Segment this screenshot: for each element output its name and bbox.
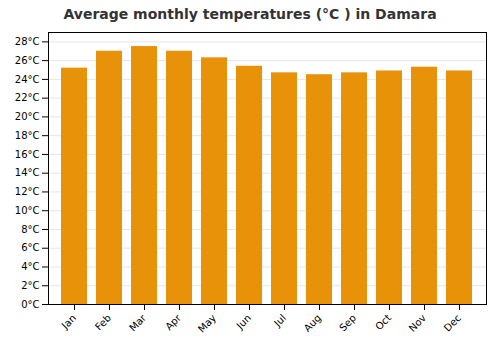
svg-text:Nov: Nov bbox=[407, 312, 429, 334]
svg-text:26°C: 26°C bbox=[15, 55, 40, 66]
svg-text:Jun: Jun bbox=[234, 312, 254, 332]
svg-text:Sep: Sep bbox=[337, 312, 358, 333]
svg-text:Mar: Mar bbox=[127, 312, 149, 334]
svg-text:Jan: Jan bbox=[59, 312, 78, 331]
svg-text:0°C: 0°C bbox=[21, 299, 39, 310]
svg-text:4°C: 4°C bbox=[21, 261, 39, 272]
svg-text:Feb: Feb bbox=[93, 312, 113, 332]
svg-text:6°C: 6°C bbox=[21, 242, 39, 253]
svg-text:18°C: 18°C bbox=[15, 130, 40, 141]
svg-text:Oct: Oct bbox=[373, 312, 393, 332]
svg-text:20°C: 20°C bbox=[15, 111, 40, 122]
svg-text:22°C: 22°C bbox=[15, 92, 40, 103]
svg-text:16°C: 16°C bbox=[15, 149, 40, 160]
svg-text:8°C: 8°C bbox=[21, 224, 39, 235]
svg-text:Apr: Apr bbox=[163, 312, 184, 333]
svg-text:2°C: 2°C bbox=[21, 280, 39, 291]
html-text:Average monthly temperatures (: Average monthly temperatures (°C ) in Da… bbox=[63, 6, 437, 22]
svg-text:28°C: 28°C bbox=[15, 36, 40, 47]
svg-text:Jul: Jul bbox=[271, 312, 288, 329]
svg-text:24°C: 24°C bbox=[15, 74, 40, 85]
svg-text:12°C: 12°C bbox=[15, 186, 40, 197]
svg-text:10°C: 10°C bbox=[15, 205, 40, 216]
svg-text:14°C: 14°C bbox=[15, 167, 40, 178]
svg-text:Aug: Aug bbox=[302, 312, 324, 334]
svg-text:May: May bbox=[196, 312, 218, 334]
svg-text:Dec: Dec bbox=[442, 312, 463, 333]
